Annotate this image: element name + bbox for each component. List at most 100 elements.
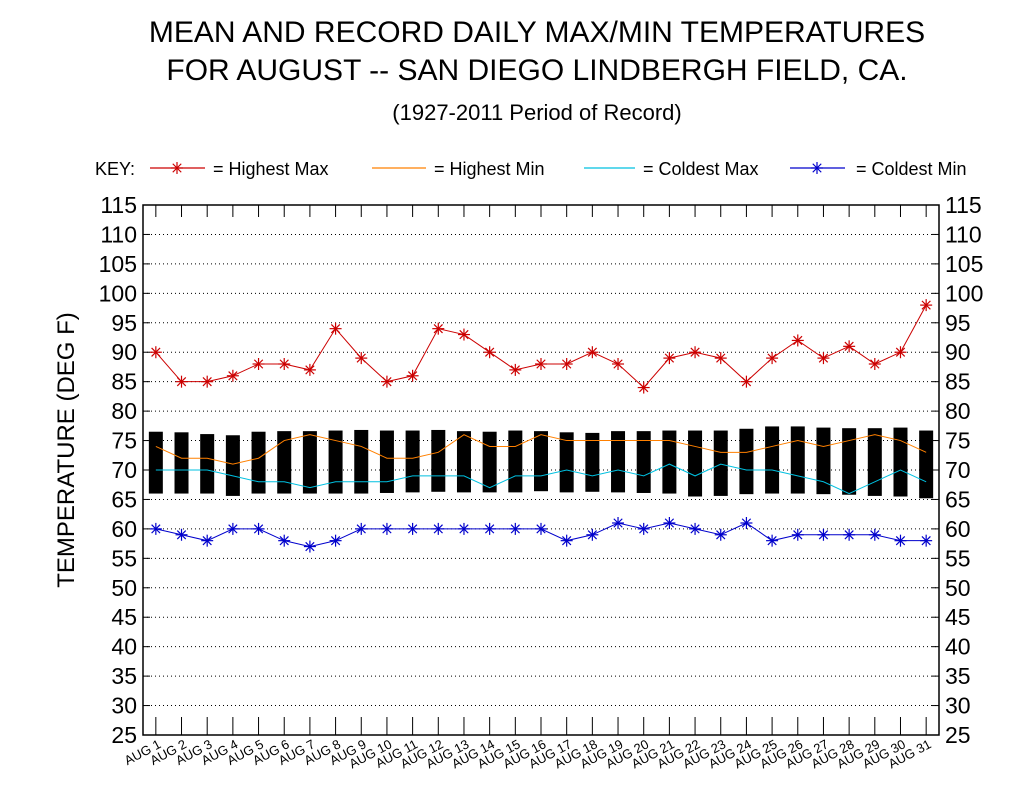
mean-range-bar (456, 431, 471, 493)
mean-range-bar (739, 428, 754, 495)
mean-range-bar (379, 430, 394, 493)
y-tick-label-right: 115 (945, 192, 982, 218)
mean-range-bar (148, 431, 163, 494)
mean-range-bar (790, 426, 805, 494)
mean-range-bar (328, 430, 343, 494)
point-highest-max (689, 346, 702, 359)
mean-range-bar (251, 431, 266, 494)
point-coldest-min (303, 540, 316, 553)
point-coldest-min (380, 522, 393, 535)
series-lines (149, 299, 933, 553)
point-coldest-min (714, 528, 727, 541)
series-line-coldest-max (155, 463, 927, 495)
point-coldest-min (817, 528, 830, 541)
y-tick-label-left: 80 (111, 398, 137, 424)
point-highest-max (663, 352, 676, 365)
y-tick-label-left: 55 (111, 545, 137, 571)
mean-range-bar (277, 431, 292, 494)
point-highest-max (226, 369, 239, 382)
y-tick-label-right: 50 (945, 575, 971, 601)
point-coldest-min (612, 517, 625, 529)
chart-subtitle: (1927-2011 Period of Record) (392, 100, 681, 125)
y-tick-label-left: 100 (99, 280, 137, 306)
point-highest-max (432, 322, 445, 335)
mean-range-bar (688, 430, 703, 497)
point-highest-max (894, 346, 907, 359)
series-line-highest-max (155, 304, 927, 389)
point-coldest-min (457, 522, 470, 535)
y-tick-label-left: 70 (111, 457, 137, 483)
mean-range-bar (508, 430, 523, 493)
point-coldest-min (740, 517, 753, 529)
y-tick-label-right: 100 (945, 280, 983, 306)
point-highest-max (380, 375, 393, 388)
y-tick-label-right: 25 (945, 722, 971, 748)
chart-title-line2: FOR AUGUST -- SAN DIEGO LINDBERGH FIELD,… (166, 54, 907, 87)
mean-range-bar (431, 429, 446, 492)
mean-range-bar (893, 427, 908, 497)
point-highest-max (509, 363, 522, 376)
point-coldest-min (432, 522, 445, 535)
y-tick-label-left: 115 (100, 192, 137, 218)
mean-range-bar (559, 432, 574, 493)
y-tick-label-left: 90 (111, 339, 137, 365)
point-coldest-min (329, 534, 342, 547)
point-highest-max (920, 299, 933, 312)
point-coldest-min (278, 534, 291, 547)
point-highest-max (817, 352, 830, 365)
y-tick-label-left: 30 (111, 693, 137, 719)
point-coldest-min (226, 522, 239, 535)
point-coldest-min (894, 534, 907, 547)
mean-range-bar (867, 428, 882, 496)
point-coldest-min (663, 517, 676, 529)
point-coldest-min (868, 528, 881, 541)
mean-range-bar (534, 431, 548, 492)
y-tick-label-right: 90 (945, 339, 971, 365)
point-coldest-min (252, 522, 265, 535)
y-tick-label-right: 45 (945, 604, 971, 630)
y-axis-label: TEMPERATURE (DEG F) (53, 312, 80, 588)
point-highest-max (740, 375, 753, 388)
plot-frame (142, 204, 940, 736)
legend-coldest-max-label: = Coldest Max (643, 159, 759, 179)
point-coldest-min (535, 522, 547, 535)
mean-range-bar (765, 426, 780, 494)
point-highest-max (637, 381, 650, 394)
point-highest-max (791, 334, 804, 347)
mean-range-bar (354, 429, 369, 494)
y-tick-label-right: 30 (945, 693, 971, 719)
y-tick-label-right: 80 (945, 398, 971, 424)
mean-range-bar (225, 435, 240, 496)
point-coldest-min (689, 522, 702, 535)
point-coldest-min (586, 528, 599, 541)
legend-key-label: KEY: (95, 159, 135, 179)
y-tick-label-right: 70 (945, 457, 971, 483)
point-highest-max (278, 358, 291, 370)
mean-range-bar (636, 431, 651, 493)
mean-bars (148, 426, 934, 499)
y-tick-label-right: 110 (945, 221, 982, 247)
point-highest-max (535, 358, 547, 370)
y-tick-label-right: 105 (945, 251, 983, 277)
y-tick-label-left: 35 (111, 663, 137, 689)
point-coldest-min (509, 522, 522, 535)
legend-coldest-min-label: = Coldest Min (856, 159, 967, 179)
mean-range-bar (662, 430, 677, 494)
point-highest-max (149, 346, 162, 359)
legend-highest-max-marker (171, 162, 183, 174)
point-highest-max (201, 375, 214, 388)
y-tick-label-right: 35 (945, 663, 971, 689)
y-tick-label-right: 60 (945, 516, 971, 542)
legend-coldest-min-marker (811, 162, 823, 174)
mean-range-bar (174, 432, 189, 494)
point-highest-max (355, 352, 368, 365)
mean-range-bar (405, 430, 420, 493)
point-coldest-min (791, 528, 804, 541)
y-tick-label-right: 85 (945, 369, 971, 395)
y-tick-label-left: 25 (111, 722, 137, 748)
mean-range-bar (713, 430, 728, 496)
point-coldest-min (175, 528, 188, 541)
grid-lines (143, 233, 939, 707)
mean-range-bar (482, 431, 497, 493)
point-highest-max (252, 358, 265, 370)
